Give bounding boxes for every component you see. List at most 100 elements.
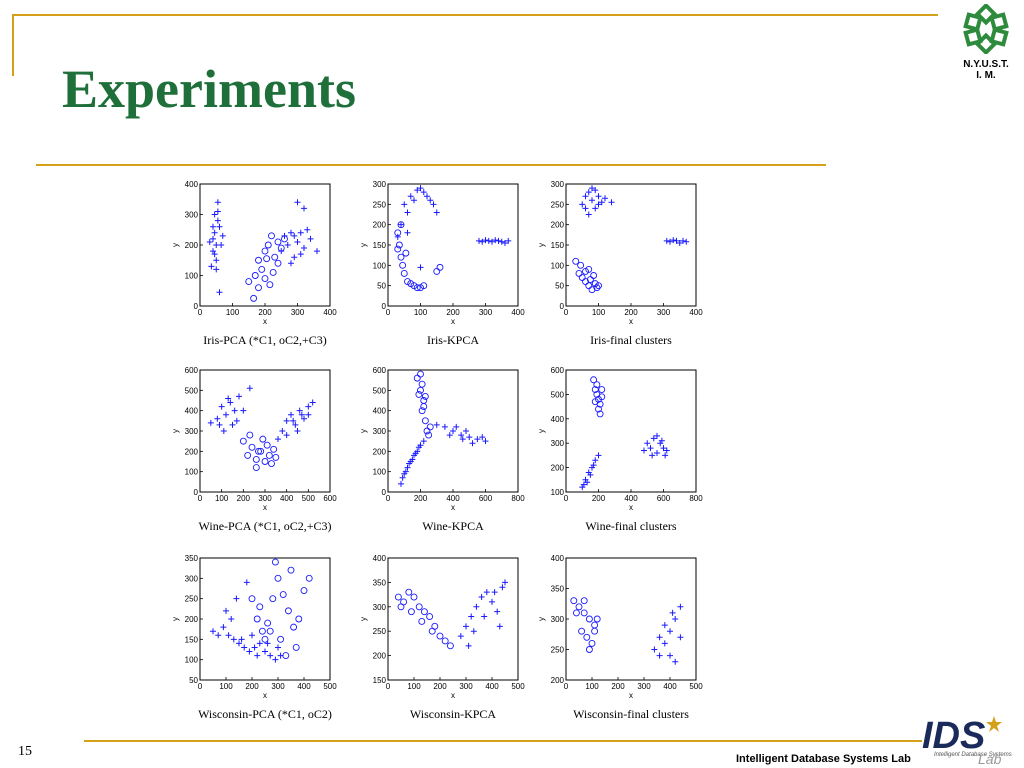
- data-point-circle: [269, 268, 277, 276]
- data-point-plus: [502, 579, 508, 586]
- data-point-plus: [481, 613, 488, 620]
- y-tick-label: 400: [373, 407, 387, 416]
- data-point-plus: [584, 479, 591, 486]
- data-point-circle: [598, 386, 606, 393]
- y-tick-label: 500: [373, 386, 387, 395]
- data-point-circle: [407, 608, 415, 616]
- x-tick-label: 400: [689, 308, 703, 317]
- data-point-plus: [470, 628, 477, 635]
- data-point-plus: [291, 232, 298, 239]
- scatter-plot-2: 0 100 200 300 400 0 50 100 150 200 250 300 x y Iris-KP…: [359, 180, 525, 347]
- logo-line-2: I. M.: [976, 70, 996, 81]
- left-rule: [12, 14, 14, 76]
- data-point-plus: [458, 432, 465, 439]
- x-tick-label: 400: [323, 308, 337, 317]
- data-point-plus: [585, 189, 592, 196]
- data-point-plus: [223, 607, 229, 614]
- y-axis-label: y: [537, 617, 546, 621]
- data-point-plus: [663, 237, 670, 244]
- x-tick-label: 300: [291, 308, 305, 317]
- x-tick-label: 100: [226, 308, 240, 317]
- data-point-circle: [305, 574, 313, 582]
- data-point-circle: [405, 588, 413, 596]
- data-point-plus: [420, 189, 427, 196]
- data-point-plus: [210, 223, 216, 230]
- plot-caption: Wine-final clusters: [585, 519, 676, 533]
- data-point-circle: [415, 603, 423, 611]
- data-point-plus: [479, 434, 486, 441]
- y-tick-label: 0: [382, 302, 387, 311]
- data-point-plus: [283, 417, 290, 424]
- y-tick-label: 100: [373, 468, 387, 477]
- y-tick-label: 400: [551, 415, 565, 424]
- data-point-circle: [248, 443, 256, 451]
- data-point-plus: [281, 232, 288, 239]
- data-point-plus: [238, 636, 245, 643]
- data-point-plus: [580, 481, 587, 488]
- x-tick-label: 600: [657, 494, 671, 503]
- data-point-plus: [219, 232, 226, 239]
- y-tick-label: 400: [373, 554, 387, 563]
- x-tick-label: 600: [323, 494, 337, 503]
- data-point-plus: [307, 235, 314, 242]
- data-point-plus: [656, 652, 663, 659]
- data-point-circle: [446, 642, 454, 650]
- data-point-circle: [417, 386, 424, 394]
- data-point-plus: [663, 447, 670, 454]
- data-point-plus: [446, 432, 453, 439]
- data-point-plus: [427, 197, 434, 204]
- data-point-plus: [654, 432, 660, 439]
- y-tick-label: 200: [185, 615, 199, 624]
- data-point-plus: [411, 197, 417, 204]
- scatter-plot-8: 0 100 200 300 400 500 150 200 250 300 350 400 x y Wisc…: [359, 554, 525, 721]
- x-tick-label: 200: [592, 494, 606, 503]
- y-tick-label: 300: [185, 574, 199, 583]
- data-point-plus: [398, 480, 404, 487]
- data-point-circle: [420, 282, 428, 290]
- y-tick-label: 600: [185, 366, 199, 375]
- y-tick-label: 200: [373, 447, 387, 456]
- data-point-plus: [218, 242, 225, 248]
- data-point-plus: [291, 254, 298, 261]
- data-point-plus: [284, 242, 291, 248]
- x-tick-label: 100: [407, 682, 421, 691]
- data-point-plus: [412, 450, 419, 457]
- data-point-plus: [459, 436, 466, 443]
- x-tick-label: 100: [592, 308, 606, 317]
- data-point-plus: [582, 193, 589, 200]
- data-point-circle: [274, 238, 282, 246]
- y-axis-label: y: [537, 243, 546, 247]
- data-point-plus: [582, 205, 589, 212]
- data-point-plus: [301, 245, 307, 252]
- data-point-plus: [453, 423, 460, 430]
- data-point-plus: [450, 428, 456, 434]
- data-point-circle: [261, 275, 269, 283]
- data-point-circle: [582, 267, 589, 275]
- data-point-circle: [263, 441, 271, 449]
- y-tick-label: 0: [194, 488, 199, 497]
- title-rule: [36, 164, 826, 166]
- data-point-circle: [593, 381, 601, 389]
- data-point-circle: [248, 595, 256, 603]
- data-point-circle: [588, 639, 596, 647]
- y-tick-label: 300: [185, 427, 199, 436]
- data-point-plus: [394, 233, 401, 240]
- data-point-plus: [220, 624, 227, 631]
- data-point-plus: [297, 229, 304, 236]
- data-point-circle: [258, 265, 266, 273]
- data-point-circle: [572, 257, 580, 265]
- data-point-plus: [482, 438, 489, 445]
- data-point-plus: [301, 415, 307, 422]
- data-point-plus: [499, 584, 506, 591]
- data-point-circle: [394, 229, 402, 237]
- plot-caption: Iris-KPCA: [427, 333, 479, 347]
- top-rule: [12, 14, 938, 16]
- data-point-plus: [236, 640, 242, 647]
- data-point-plus: [213, 257, 220, 264]
- data-point-plus: [211, 251, 218, 258]
- y-tick-label: 400: [551, 554, 565, 563]
- data-point-circle: [252, 464, 260, 472]
- data-point-plus: [404, 464, 411, 471]
- data-point-plus: [249, 632, 255, 639]
- x-axis-label: x: [451, 317, 455, 326]
